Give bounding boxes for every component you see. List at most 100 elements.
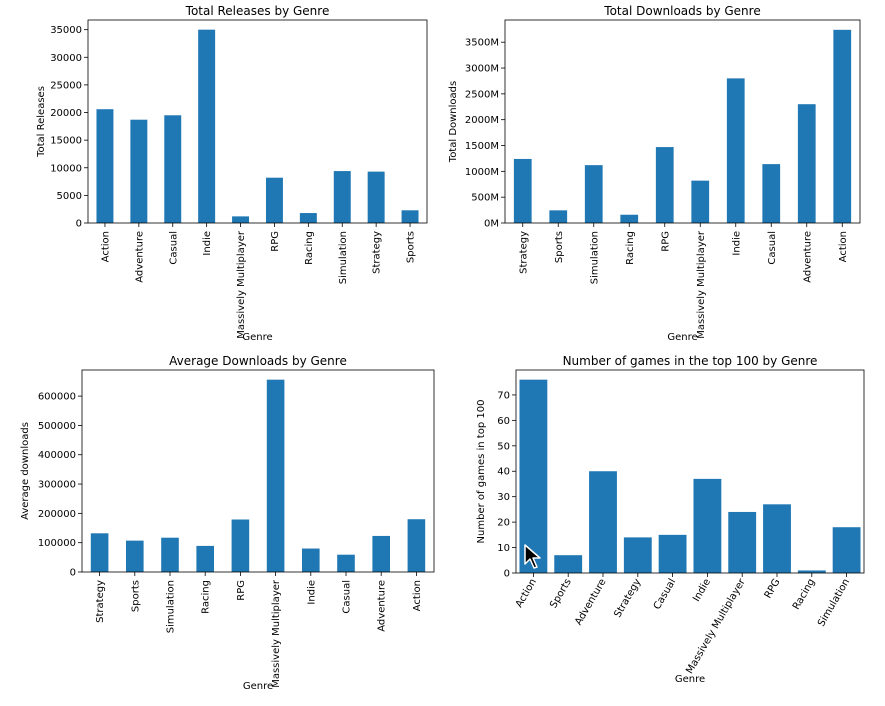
bar-casual <box>762 164 781 223</box>
bar-massively-multiplayer <box>232 216 250 223</box>
y-tick-label: 100000 <box>38 538 76 549</box>
bar-massively-multiplayer <box>691 180 710 223</box>
x-tick-label: Casual <box>652 577 678 612</box>
bar-rpg <box>265 177 283 223</box>
x-tick-label: Casual <box>767 231 778 265</box>
y-tick-label: 35000 <box>50 25 82 36</box>
x-tick-label: Simulation <box>816 577 852 629</box>
bar-indie <box>198 29 216 223</box>
bar-simulation <box>584 165 603 223</box>
x-tick-label: Simulation <box>338 231 349 284</box>
x-tick-label: Massively Multiplayer <box>236 230 247 339</box>
x-tick-label: Racing <box>201 580 212 614</box>
x-tick-label: Indie <box>306 580 317 605</box>
y-tick-label: 30000 <box>50 53 82 64</box>
bar-racing <box>620 214 639 223</box>
y-axis-label: Number of games in top 100 <box>476 400 487 544</box>
chart-2: Total Downloads by Genre 0M 500M 1000M 1500M… <box>448 4 861 343</box>
bar-racing <box>299 213 317 223</box>
x-tick-label: Sports <box>130 580 141 612</box>
bar-action <box>96 109 114 223</box>
y-tick-label: 60 <box>497 416 510 427</box>
bar-adventure <box>372 535 390 572</box>
chart-3: Average Downloads by Genre 0 100000 200000 3… <box>20 354 435 692</box>
chart-1: Total Releases by Genre 0 5000 10000 15000 20… <box>36 4 428 343</box>
y-tick-label: 0 <box>504 569 510 580</box>
y-tick-label: 1500M <box>465 141 499 152</box>
bar-strategy <box>367 171 385 223</box>
y-tick-label: 3000M <box>465 64 499 75</box>
bar-sports <box>554 555 583 573</box>
x-tick-label: Simulation <box>589 231 600 284</box>
y-tick-label: 1000M <box>465 167 499 178</box>
x-tick-label: Simulation <box>166 580 177 633</box>
x-tick-label: Sports <box>406 231 417 263</box>
mouse-cursor-icon <box>524 544 541 569</box>
y-tick-label: 2500M <box>465 89 499 100</box>
y-tick-label: 2000M <box>465 115 499 126</box>
bar-simulation <box>333 171 351 223</box>
y-tick-label: 15000 <box>50 136 82 147</box>
chart-4: Number of games in the top 100 by Genre 0… <box>476 354 865 685</box>
x-tick-label: Action <box>514 577 539 610</box>
bar-indie <box>693 478 722 573</box>
x-tick-label: Casual <box>342 580 353 614</box>
x-axis-label: Genre <box>242 332 272 343</box>
chart-title: Total Releases by Genre <box>185 4 330 18</box>
y-tick-label: 25000 <box>50 80 82 91</box>
x-tick-label: RPG <box>763 577 783 600</box>
x-tick-label: Indie <box>691 577 713 604</box>
x-tick-label: Indie <box>731 231 742 256</box>
y-tick-label: 10000 <box>50 163 82 174</box>
y-tick-label: 400000 <box>38 450 76 461</box>
bar-rpg <box>655 147 674 223</box>
plot-frame <box>504 19 861 224</box>
bar-rpg <box>231 519 250 572</box>
x-tick-label: Strategy <box>612 577 643 620</box>
x-tick-label: Action <box>100 231 111 262</box>
x-tick-label: Strategy <box>95 580 106 623</box>
bar-casual <box>337 554 355 572</box>
y-tick-label: 500000 <box>38 421 76 432</box>
chart-title: Number of games in the top 100 by Genre <box>563 354 818 368</box>
y-tick-label: 40 <box>497 467 510 478</box>
bar-casual <box>164 115 182 223</box>
y-tick-label: 500M <box>471 193 499 204</box>
bar-indie <box>726 78 745 223</box>
y-tick-label: 5000 <box>57 191 82 202</box>
x-tick-label: Strategy <box>518 231 529 274</box>
x-tick-label: RPG <box>660 231 671 252</box>
y-tick-label: 10 <box>497 543 510 554</box>
y-tick-label: 50 <box>497 441 510 452</box>
bar-action <box>833 29 852 223</box>
y-tick-label: 0 <box>70 568 76 579</box>
bar-casual <box>658 534 687 573</box>
bar-massively-multiplayer <box>266 379 285 572</box>
bar-adventure <box>589 471 617 573</box>
y-tick-label: 20000 <box>50 108 82 119</box>
bar-strategy <box>623 537 652 573</box>
x-tick-label: Action <box>838 231 849 262</box>
bar-action <box>407 519 426 572</box>
y-tick-label: 600000 <box>38 392 76 403</box>
bar-rpg <box>763 504 791 573</box>
x-tick-label: Racing <box>791 577 817 612</box>
x-tick-label: RPG <box>236 580 247 601</box>
plot-frame <box>515 369 865 574</box>
x-axis-label: Genre <box>243 681 273 692</box>
y-tick-label: 200000 <box>38 509 76 520</box>
y-tick-label: 70 <box>497 390 510 401</box>
x-tick-label: Racing <box>304 231 315 265</box>
x-tick-label: RPG <box>270 231 281 252</box>
x-tick-label: Massively Multiplayer <box>696 230 707 339</box>
x-tick-label: Casual <box>168 231 179 265</box>
chart-title: Total Downloads by Genre <box>603 4 760 18</box>
bar-adventure <box>797 104 816 223</box>
y-tick-label: 30 <box>497 492 510 503</box>
bar-simulation <box>832 527 861 573</box>
x-tick-label: Action <box>412 580 423 611</box>
bar-adventure <box>130 119 148 223</box>
x-tick-label: Sports <box>548 577 574 610</box>
x-tick-label: Sports <box>554 231 565 263</box>
